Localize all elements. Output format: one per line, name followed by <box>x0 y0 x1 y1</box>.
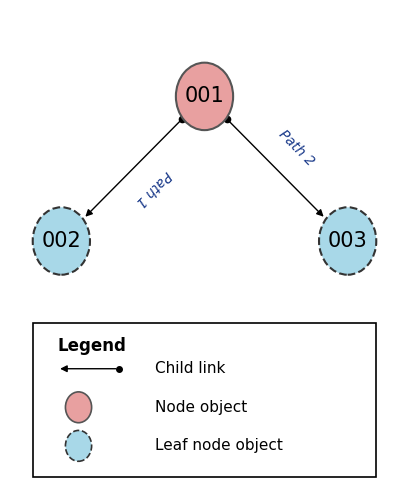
Text: Path 1: Path 1 <box>133 168 174 210</box>
Circle shape <box>65 430 92 461</box>
FancyBboxPatch shape <box>33 323 376 477</box>
Circle shape <box>176 63 233 130</box>
Text: 001: 001 <box>184 86 225 107</box>
Text: Path 2: Path 2 <box>276 128 317 169</box>
Text: Node object: Node object <box>155 400 248 415</box>
Circle shape <box>319 207 376 275</box>
Circle shape <box>33 207 90 275</box>
Text: Legend: Legend <box>57 337 126 355</box>
Text: 003: 003 <box>328 231 368 251</box>
Circle shape <box>65 392 92 423</box>
Text: 002: 002 <box>41 231 81 251</box>
Text: Child link: Child link <box>155 361 226 376</box>
Text: Leaf node object: Leaf node object <box>155 438 283 454</box>
